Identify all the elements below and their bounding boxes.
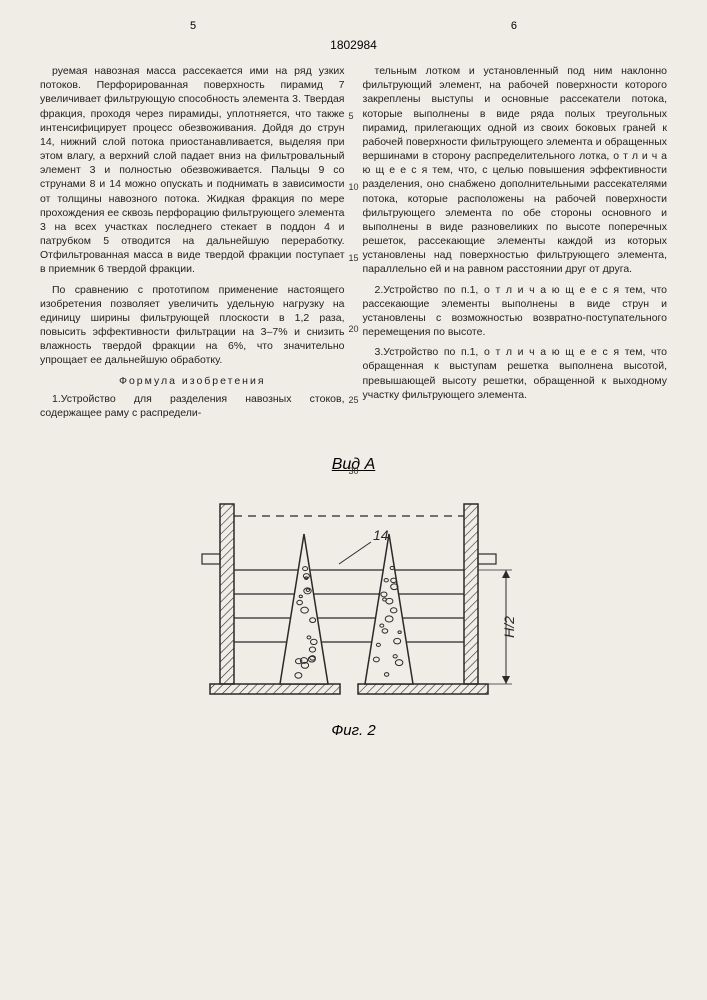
right-p2: 2.Устройство по п.1, о т л и ч а ю щ е е… [363, 283, 668, 340]
figure-svg: 14 H/2 [194, 484, 514, 714]
line-num: 25 [349, 394, 359, 406]
svg-text:H/2: H/2 [501, 616, 514, 638]
right-p3: 3.Устройство по п.1, о т л и ч а ю щ е е… [363, 345, 668, 402]
svg-text:14: 14 [373, 527, 389, 543]
line-num: 10 [349, 181, 359, 193]
left-p1: руемая навозная масса рассекается ими на… [40, 64, 345, 277]
right-p1: тельным лотком и установленный под ним н… [363, 64, 668, 277]
formula-title: Формула изобретения [40, 374, 345, 388]
figure-caption: Фиг. 2 [40, 722, 667, 739]
left-p2: По сравнению с прототипом применение нас… [40, 283, 345, 368]
left-p3: 1.Устройство для разделения навозных сто… [40, 392, 345, 420]
document-number: 1802984 [40, 38, 667, 52]
page-num-right: 6 [511, 20, 517, 32]
figure-area: Вид А 14H/2 Фиг. 2 [40, 456, 667, 739]
page-num-left: 5 [190, 20, 196, 32]
left-column: руемая навозная масса рассекается ими на… [40, 64, 345, 426]
line-num: 30 [349, 465, 359, 477]
text-columns: руемая навозная масса рассекается ими на… [40, 64, 667, 426]
line-num: 15 [349, 252, 359, 264]
right-column: 5 10 15 20 25 30 тельным лотком и устано… [363, 64, 668, 426]
line-num: 5 [349, 110, 354, 122]
line-num: 20 [349, 323, 359, 335]
